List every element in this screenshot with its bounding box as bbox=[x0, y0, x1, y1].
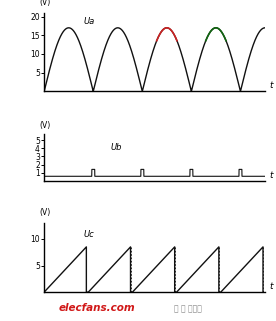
Text: 电 子 发烧友: 电 子 发烧友 bbox=[174, 304, 201, 313]
Text: (V): (V) bbox=[40, 121, 51, 130]
Text: t: t bbox=[269, 171, 273, 180]
Text: elecfans.com: elecfans.com bbox=[58, 303, 135, 313]
Text: Uc: Uc bbox=[84, 230, 95, 239]
Text: t: t bbox=[269, 81, 273, 90]
Text: t: t bbox=[269, 282, 273, 291]
Text: Ub: Ub bbox=[110, 143, 122, 152]
Text: Ua: Ua bbox=[84, 17, 95, 26]
Text: (V): (V) bbox=[40, 208, 51, 217]
Text: (V): (V) bbox=[40, 0, 51, 6]
